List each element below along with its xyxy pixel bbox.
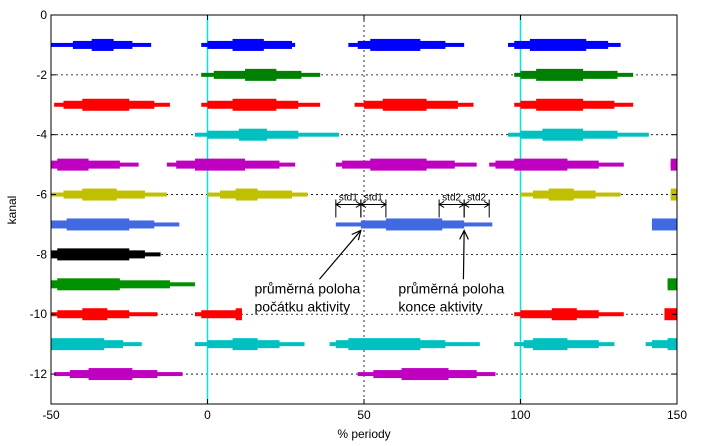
bar-inner	[91, 38, 114, 51]
bar-inner	[533, 338, 568, 351]
bar-inner	[82, 98, 130, 111]
bar-inner	[245, 68, 277, 81]
std-arrowhead	[438, 201, 445, 208]
bar-inner	[66, 218, 130, 231]
std-label: std2	[467, 192, 486, 203]
annotation-text: průměrná poloha	[398, 280, 504, 296]
x-axis-label: % periody	[337, 427, 390, 441]
bar-inner	[232, 38, 264, 51]
bar-inner	[536, 68, 584, 81]
std-label: std2	[442, 192, 461, 203]
std-label: std1	[339, 192, 358, 203]
bar-inner	[548, 188, 574, 201]
bar-inner	[232, 98, 277, 111]
std-arrowhead	[483, 201, 491, 208]
bar-inner	[370, 158, 427, 171]
bar-inner	[667, 278, 677, 291]
bar-inner	[542, 128, 584, 141]
y-tick-label: -8	[36, 247, 47, 261]
bar-inner	[651, 218, 677, 231]
y-tick-label: -4	[36, 128, 47, 142]
std-brackets: std1 std1 std2 std2	[334, 192, 491, 218]
bar-inner	[57, 278, 120, 291]
y-axis-label: kanal	[5, 196, 19, 225]
bar-inner	[235, 188, 258, 201]
bar-inner	[82, 188, 117, 201]
x-tick-label: 100	[510, 408, 530, 422]
annotation-arrowhead	[459, 229, 469, 240]
annotation-arrowhead	[351, 229, 362, 241]
bar-inner	[82, 308, 108, 321]
bar-inner	[57, 248, 130, 261]
x-tick-label: 150	[667, 408, 687, 422]
bar-inner	[529, 38, 587, 51]
bar-mid	[651, 340, 677, 349]
bar-inner	[194, 158, 246, 171]
annotation-text: průměrná poloha	[254, 280, 360, 296]
bar-inner	[238, 128, 267, 141]
bar-inner	[514, 158, 568, 171]
bar-inner	[664, 308, 677, 321]
y-tick-label: -2	[36, 68, 47, 82]
annotation-arrow	[318, 230, 362, 280]
bar-inner	[232, 338, 258, 351]
std-arrowhead	[359, 201, 367, 208]
x-tick-label: -50	[42, 408, 60, 422]
std-arrowhead	[334, 201, 342, 208]
x-tick-label: 0	[204, 408, 211, 422]
annotation-arrow	[462, 230, 465, 280]
bar-inner	[401, 368, 449, 381]
bar-inner	[57, 158, 89, 171]
bars	[51, 38, 677, 381]
bar-inner	[551, 308, 577, 321]
bar-mid	[201, 310, 242, 319]
std-arrowhead	[380, 201, 387, 208]
y-tick-label: -10	[30, 307, 48, 321]
y-tick-label: 0	[40, 8, 47, 22]
bar-inner	[370, 38, 421, 51]
annotation-text: počátku aktivity	[254, 298, 350, 314]
bar-inner	[667, 338, 677, 351]
bar-inner	[385, 218, 443, 231]
annotation-text: konce aktivity	[398, 298, 482, 314]
bar-inner	[348, 338, 421, 351]
y-tick-label: -12	[30, 367, 48, 381]
std-label: std1	[364, 192, 383, 203]
bar-inner	[382, 98, 427, 111]
bar-inner	[670, 158, 677, 171]
period-lines	[206, 15, 522, 404]
ticks: -50 0 50 100 150 0 -2 -4 -6 -8 -10 -12	[30, 8, 688, 422]
bar-inner	[536, 98, 584, 111]
y-tick-label: -6	[36, 188, 47, 202]
x-tick-label: 50	[357, 408, 371, 422]
std-arrowhead	[463, 201, 470, 208]
bar-inner	[235, 308, 242, 321]
bar-inner	[51, 338, 105, 351]
bar-inner	[88, 368, 133, 381]
annotations: průměrná poloha počátku aktivity průměrná …	[254, 229, 504, 314]
